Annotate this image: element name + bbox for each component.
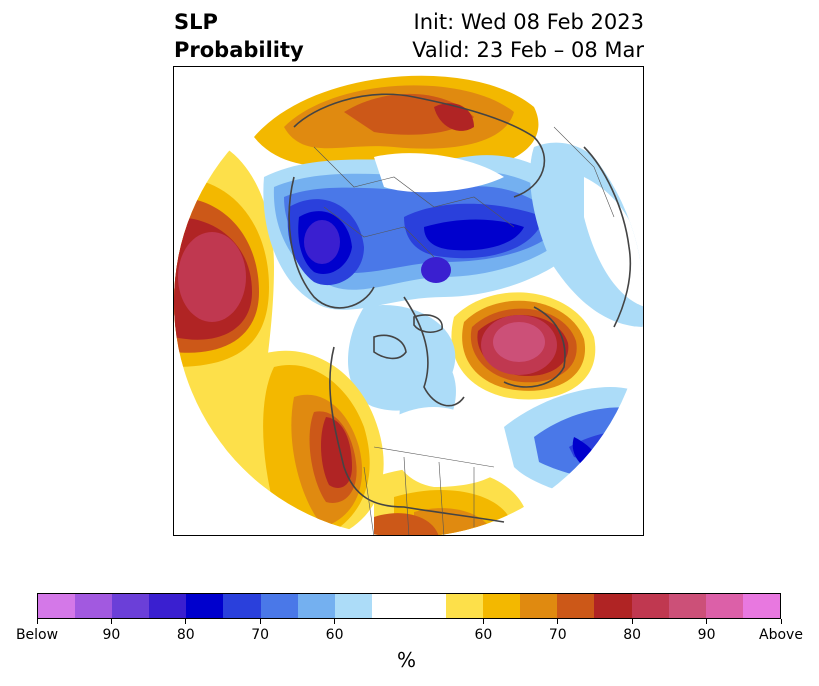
colorbar-cell [705,594,743,618]
title-probability: Probability [174,38,304,62]
colorbar-tick-label: 80 [176,627,195,643]
colorbar-cell [186,594,224,618]
map-panel [173,66,644,536]
colorbar-tick-label: 60 [325,627,344,643]
colorbar-tick [780,619,782,624]
colorbar-cell [483,594,521,618]
colorbar-cell [594,594,632,618]
colorbar-tick [334,619,336,624]
valid-range: Valid: 23 Feb – 08 Mar [412,38,644,62]
map-title-dates: Init: Wed 08 Feb 2023 Valid: 23 Feb – 08… [412,8,644,64]
colorbar-cell [557,594,595,618]
colorbar-tick [36,619,38,624]
colorbar-cell [297,594,335,618]
colorbar-tick [557,619,559,624]
colorbar-tick-label: 60 [474,627,493,643]
colorbar-tick [482,619,484,624]
colorbar-cell [742,594,780,618]
colorbar-cell [38,594,76,618]
coastlines [288,93,632,523]
colorbar-cell [446,594,484,618]
colorbar-tick [631,619,633,624]
colorbar-tick-label: 90 [102,627,121,643]
colorbar-tick [706,619,708,624]
colorbar-cell [631,594,669,618]
colorbar-tick-label: Below [15,627,59,643]
colorbar-tick-label: 70 [548,627,567,643]
colorbar-cell [408,594,447,618]
colorbar-cell [668,594,706,618]
colorbar-cell [260,594,298,618]
colorbar-tick-label: 70 [251,627,270,643]
country-borders [313,126,615,535]
colorbar-cell [149,594,187,618]
colorbar-unit: % [397,648,417,672]
colorbar-tick [259,619,261,624]
colorbar-cell [371,594,409,618]
colorbar-tick [185,619,187,624]
colorbar [37,593,781,619]
title-slp: SLP [174,10,218,34]
colorbar-cell [112,594,150,618]
colorbar-tick-label: 80 [623,627,642,643]
colorbar-tick [110,619,112,624]
probability-field [174,67,643,535]
colorbar-cell [334,594,372,618]
colorbar-cell [520,594,558,618]
colorbar-cell [75,594,113,618]
colorbar-tick-label: Above [759,627,803,643]
colorbar-cell [223,594,261,618]
polar-map [174,67,643,535]
colorbar-tick-label: 90 [697,627,716,643]
map-title-variable: SLP Probability [174,8,304,64]
init-date: Init: Wed 08 Feb 2023 [413,10,644,34]
